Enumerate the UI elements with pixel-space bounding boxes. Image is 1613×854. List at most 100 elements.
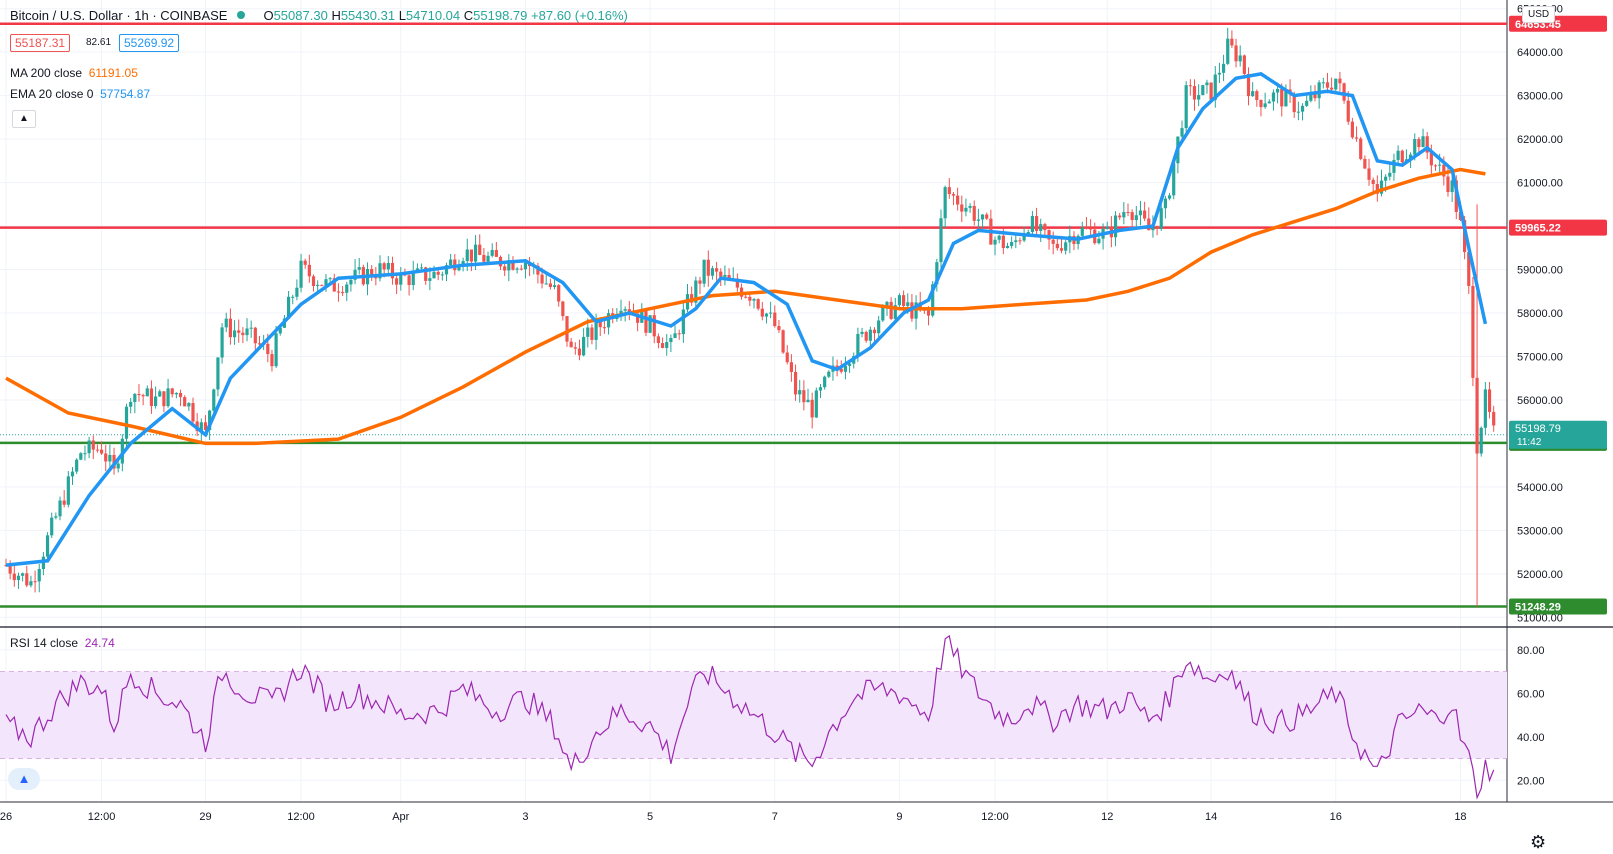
candle [1334, 78, 1338, 90]
collapse-legend-button[interactable]: ▲ [12, 110, 36, 128]
ma-legend[interactable]: MA 200 close 61191.05 [10, 66, 138, 80]
gear-icon[interactable]: ⚙ [1530, 832, 1547, 852]
candle [1330, 87, 1334, 90]
candle [25, 573, 29, 586]
tradingview-logo-icon[interactable]: ▲ [8, 768, 40, 790]
candle [187, 403, 191, 407]
candle [1342, 83, 1346, 101]
candle [511, 260, 515, 270]
time-tick-label: 14 [1205, 811, 1217, 823]
candle [328, 278, 332, 280]
candle [681, 309, 685, 335]
candle [1034, 216, 1039, 231]
candle [1221, 63, 1226, 73]
candle [449, 259, 453, 266]
candle [1163, 198, 1167, 209]
candle [50, 517, 54, 536]
candle [777, 326, 781, 331]
candle [62, 500, 66, 505]
price-tick-label: 59000.00 [1517, 265, 1563, 277]
candle [149, 388, 154, 407]
candle [1292, 94, 1296, 113]
candle [1325, 82, 1330, 88]
candle [1450, 180, 1454, 193]
candle [216, 357, 220, 390]
candle [1255, 91, 1259, 101]
candle [87, 440, 91, 454]
currency-button[interactable]: USD [1522, 6, 1556, 23]
candle [353, 269, 357, 280]
candle [178, 392, 183, 398]
candle [21, 573, 25, 576]
rsi-tick-label: 40.00 [1517, 732, 1545, 744]
candle [145, 388, 149, 397]
candle [1159, 208, 1163, 229]
ema-legend[interactable]: EMA 20 close 0 57754.87 [10, 87, 151, 101]
candle [939, 218, 943, 263]
candle [793, 371, 798, 395]
time-tick-label: 12 [1101, 811, 1113, 823]
candle [407, 275, 411, 286]
candle [926, 309, 931, 316]
candle [1134, 215, 1138, 221]
candle [1022, 233, 1026, 241]
candle [565, 316, 569, 342]
candle [1438, 164, 1442, 166]
candle [253, 327, 257, 344]
candle [419, 267, 424, 269]
buy-price-chip[interactable]: 55269.92 [119, 34, 180, 52]
candle [673, 333, 677, 339]
candle [1010, 241, 1014, 246]
candle [694, 280, 698, 303]
candle [586, 327, 590, 337]
candle [124, 406, 129, 439]
level-label: 59965.22 [1515, 223, 1561, 235]
candle [561, 301, 565, 317]
candle [897, 295, 902, 306]
candle [947, 187, 951, 195]
price-tick-label: 63000.00 [1517, 91, 1563, 103]
symbol-title[interactable]: Bitcoin / U.S. Dollar · 1h · COINBASE [10, 8, 228, 23]
price-tick-label: 62000.00 [1517, 134, 1563, 146]
ema20-line [5, 72, 1488, 567]
candle [1263, 103, 1267, 108]
candle [976, 219, 980, 221]
candle [16, 575, 21, 581]
candle [1089, 228, 1093, 230]
candle [232, 330, 237, 338]
candle [274, 333, 278, 367]
candle [428, 278, 432, 281]
sell-price-chip[interactable]: 55187.31 [10, 34, 71, 52]
candle [868, 329, 872, 341]
candle [341, 292, 345, 294]
candle [573, 347, 577, 349]
candle [70, 471, 75, 477]
candle [166, 388, 170, 407]
candle [627, 309, 631, 314]
candle [1371, 179, 1375, 185]
candle [357, 267, 361, 270]
candle [735, 278, 739, 288]
candle [1118, 215, 1122, 218]
candle [465, 249, 469, 262]
candle [727, 274, 731, 279]
candle [1483, 389, 1487, 428]
time-tick-label: 12:00 [88, 811, 116, 823]
candle [856, 333, 860, 357]
candle [1305, 100, 1309, 106]
candle [241, 332, 245, 336]
candle [203, 422, 208, 431]
price-tick-label: 57000.00 [1517, 351, 1563, 363]
candle [956, 195, 960, 205]
rsi-legend[interactable]: RSI 14 close 24.74 [10, 636, 115, 650]
candle [1230, 38, 1234, 46]
candle [1471, 285, 1475, 378]
level-label: 51248.29 [1515, 602, 1561, 614]
time-tick-label: Apr [392, 811, 409, 823]
candle [951, 194, 956, 196]
candle [1300, 105, 1305, 112]
candle [386, 262, 390, 270]
candle [1317, 82, 1321, 99]
candle [191, 403, 195, 422]
